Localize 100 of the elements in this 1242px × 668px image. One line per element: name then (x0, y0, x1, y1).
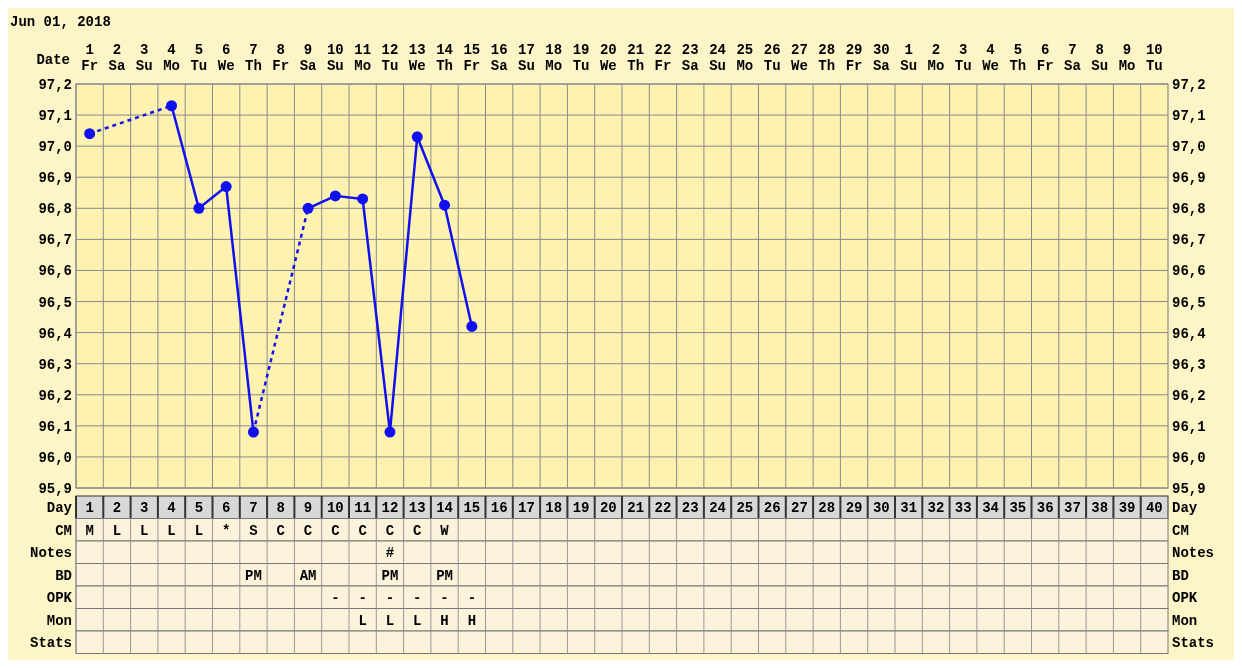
y-tick-label: 96,5 (38, 294, 72, 311)
text: C (413, 522, 423, 539)
text: C (276, 522, 286, 539)
chart-title: Jun 01, 2018 (10, 14, 111, 30)
x-tick-label: 9 Sa (299, 42, 318, 74)
y2-tick-label: 96,2 (1172, 387, 1206, 404)
x-tick-label: 1 Su (900, 42, 918, 74)
x-tick-label: 5 Tu (190, 42, 208, 74)
text: C (385, 522, 395, 539)
x2-tick-label: 15 (463, 500, 481, 516)
x2-tick-label: 11 (354, 500, 372, 516)
x-tick-label: 8 Su (1091, 42, 1109, 74)
x2-tick-label: 22 (654, 500, 672, 516)
x-tick-label: 4 We (982, 42, 999, 74)
x-tick-label: 22 Fr (654, 42, 672, 74)
text: Mon (46, 612, 72, 629)
x2-tick-label: 16 (490, 500, 508, 516)
x2-tick-label: 12 (381, 500, 399, 516)
point (411, 131, 423, 143)
x-tick-label: 6 Fr (1036, 42, 1054, 74)
y2-tick-label: 97,1 (1172, 108, 1206, 125)
x-tick-label: 25 Mo (736, 42, 754, 74)
text: L (167, 522, 176, 539)
y-tick-label: 97,2 (38, 77, 72, 93)
text: Notes (29, 545, 72, 561)
x-tick-label: 19 Tu (572, 42, 590, 74)
x-tick-label: 3 Tu (954, 42, 972, 74)
x2-tick-label: 29 (845, 500, 863, 516)
point (302, 202, 314, 214)
y2-tick-label: 96,7 (1172, 232, 1206, 249)
x-tick-label: 6 We (217, 42, 235, 74)
x2-tick-label: 20 (599, 500, 617, 516)
x-tick-label: 1 Fr (81, 42, 99, 74)
text: - (440, 590, 449, 606)
x2-tick-label: 18 (545, 500, 563, 516)
text: Stats (1172, 635, 1215, 651)
y2-tick-label: 96,8 (1172, 201, 1206, 218)
x2-tick-label: 28 (818, 500, 836, 516)
text: BD (1172, 567, 1189, 584)
x2-tick-label: 7 (249, 500, 258, 516)
y2-tick-label: 96,6 (1172, 263, 1206, 280)
y-tick-label: 97,0 (38, 139, 72, 156)
x2-tick-label: 38 (1091, 500, 1109, 516)
x2-tick-label: 8 (276, 500, 285, 516)
x-tick-label: 29 Fr (845, 42, 863, 74)
x-axis-title: Date (36, 52, 70, 68)
text: C (331, 522, 341, 539)
x-tick-label: 17 Su (518, 42, 535, 74)
x2-tick-label: 25 (736, 500, 754, 516)
text: W (440, 522, 450, 539)
text: Stats (29, 635, 72, 651)
point (166, 100, 178, 112)
x2-tick-label: 2 (112, 500, 122, 516)
point (357, 193, 369, 205)
x2-tick-label: 35 (1009, 500, 1027, 516)
x-tick-label: 21 Th (627, 42, 645, 74)
text: L (385, 612, 395, 629)
y2-tick-label: 97,0 (1172, 139, 1206, 156)
text: L (358, 612, 367, 629)
x-tick-label: 7 Th (245, 42, 262, 74)
text: Day (1172, 500, 1198, 516)
point (193, 202, 205, 214)
x2-tick-label: 26 (763, 500, 781, 516)
y2-tick-label: 96,9 (1172, 170, 1206, 187)
x-tick-label: 27 We (791, 42, 808, 74)
y-tick-label: 96,9 (38, 170, 72, 187)
x2-tick-label: 27 (791, 500, 808, 516)
text: CM (1172, 522, 1189, 539)
y2-tick-label: 96,3 (1172, 356, 1206, 373)
x-tick-label: 5 Th (1009, 42, 1027, 74)
y2-tick-label: 97,2 (1172, 77, 1206, 93)
x2-tick-label: 17 (518, 500, 535, 516)
x-tick-label: 26 Tu (763, 42, 781, 74)
text: - (358, 590, 367, 606)
text: * (221, 522, 231, 539)
x2-tick-label: 21 (627, 500, 645, 516)
text: C (358, 522, 368, 539)
x-tick-label: 13 We (408, 42, 426, 74)
text: - (413, 590, 422, 606)
x2-tick-label: 4 (167, 500, 176, 516)
text: M (85, 522, 94, 539)
x2-axis-title: Day (46, 500, 73, 516)
x2-tick-label: 3 (140, 500, 149, 516)
x-tick-label: 11 Mo (354, 42, 372, 74)
point (439, 199, 451, 211)
text: L (140, 522, 149, 539)
y2-tick-label: 96,1 (1172, 418, 1206, 435)
text: L (194, 522, 204, 539)
x2-tick-label: 30 (872, 500, 890, 516)
x2-tick-label: 32 (927, 500, 945, 516)
text: H (467, 612, 477, 629)
point (466, 320, 478, 332)
x2-tick-label: 23 (681, 500, 699, 516)
x-tick-label: 28 Th (818, 42, 836, 74)
y-tick-label: 96,8 (38, 201, 72, 218)
y-tick-label: 97,1 (38, 108, 72, 125)
text: L (112, 522, 122, 539)
y-tick-label: 96,3 (38, 356, 72, 373)
text: H (440, 612, 449, 629)
x2-tick-label: 39 (1118, 500, 1136, 516)
